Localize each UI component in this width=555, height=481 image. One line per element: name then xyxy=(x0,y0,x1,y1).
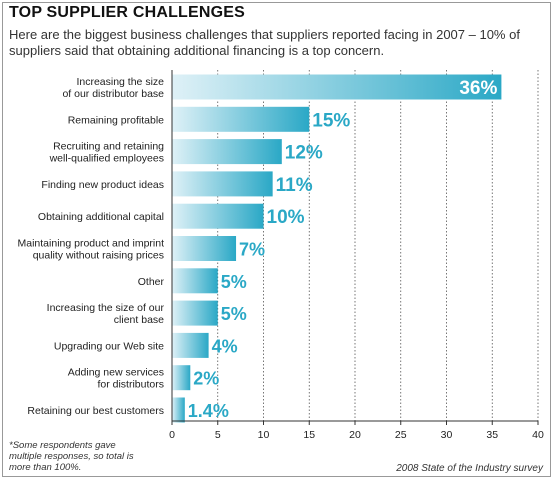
data-label: 1.4% xyxy=(188,401,229,421)
bar xyxy=(172,365,191,391)
data-label: 7% xyxy=(239,240,265,260)
category-label: quality without raising prices xyxy=(33,250,164,262)
x-tick-label: 30 xyxy=(441,429,453,441)
category-label: Increasing the size of our xyxy=(47,302,165,314)
data-label: 36% xyxy=(459,78,497,99)
bar xyxy=(172,397,185,423)
category-label: Obtaining additional capital xyxy=(38,211,164,223)
bar-row: Remaining profitable 15% xyxy=(68,106,350,132)
bar xyxy=(172,74,502,100)
x-tick-label: 5 xyxy=(215,429,221,441)
x-tick-label: 20 xyxy=(349,429,361,441)
bar xyxy=(172,203,264,229)
x-axis: 0 5 10 15 20 25 30 35 40 xyxy=(169,70,544,441)
data-label: 11% xyxy=(276,175,313,196)
bar xyxy=(172,139,282,165)
category-label: well-qualified employees xyxy=(49,153,164,165)
x-tick-label: 15 xyxy=(303,429,315,441)
category-label: of our distributor base xyxy=(62,88,164,100)
chart-title: TOP SUPPLIER CHALLENGES xyxy=(9,4,246,21)
data-label: 12% xyxy=(285,143,323,164)
category-label: Upgrading our Web site xyxy=(54,340,164,352)
data-label: 5% xyxy=(221,304,247,324)
category-label: Adding new services xyxy=(68,367,164,379)
x-tick-label: 40 xyxy=(532,429,544,441)
category-label: Recruiting and retaining xyxy=(53,141,164,153)
bar xyxy=(172,332,209,358)
bar xyxy=(172,268,218,294)
data-label: 5% xyxy=(221,272,247,292)
data-label: 2% xyxy=(193,369,219,389)
bar xyxy=(172,236,237,261)
category-label: client base xyxy=(114,314,164,326)
category-label: Maintaining product and imprint xyxy=(18,238,165,250)
bar-row: Obtaining additional capital 10% xyxy=(38,203,305,229)
x-tick-label: 0 xyxy=(169,429,175,441)
data-label: 10% xyxy=(267,207,305,228)
category-label: Remaining profitable xyxy=(68,114,164,126)
bar-row: Retaining our best customers 1.4% xyxy=(27,397,229,423)
bar-row: Other 5% xyxy=(138,268,247,294)
bar-row: Upgrading our Web site 4% xyxy=(54,332,238,358)
footnote: *Some respondents gave multiple response… xyxy=(9,440,134,473)
data-label: 15% xyxy=(312,110,350,131)
x-tick-label: 10 xyxy=(258,429,270,441)
source-note: 2008 State of the Industry survey xyxy=(396,463,543,474)
data-label: 4% xyxy=(212,336,238,356)
bar xyxy=(172,300,218,326)
category-label: Finding new product ideas xyxy=(41,179,164,191)
category-label: Retaining our best customers xyxy=(27,405,164,417)
x-tick-label: 25 xyxy=(395,429,407,441)
bar xyxy=(172,171,273,197)
chart-subtitle: Here are the biggest business challenges… xyxy=(9,27,520,58)
category-label: Increasing the size xyxy=(76,76,164,88)
category-label: for distributors xyxy=(97,379,164,391)
bar-row: Finding new product ideas 11% xyxy=(41,171,313,197)
x-tick-label: 35 xyxy=(486,429,498,441)
category-label: Other xyxy=(138,276,165,288)
bar xyxy=(172,106,310,132)
